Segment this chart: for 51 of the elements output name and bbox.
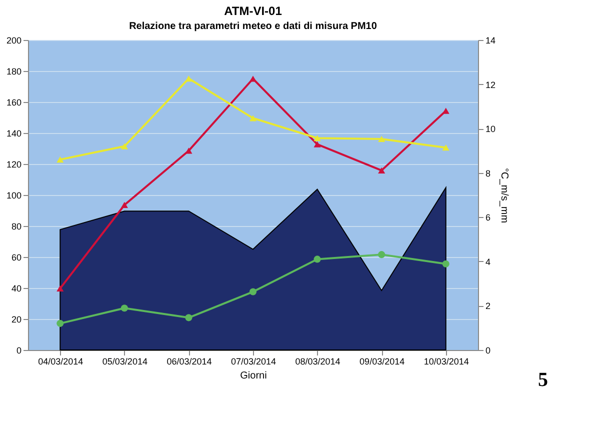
chart-title: ATM-VI-01 [224,4,282,18]
point [442,260,450,268]
x-tick-label: 09/03/2014 [360,356,405,366]
x-tick-label: 05/03/2014 [102,356,148,366]
x-tick-label: 04/03/2014 [38,356,84,366]
y-tick-label: 80 [11,222,22,232]
point [314,135,321,142]
y-tick-label: 100 [6,190,22,200]
point [185,75,192,82]
point [249,115,257,122]
y-tick-label: 60 [11,252,22,262]
y-tick-label: 40 [11,284,22,294]
point [120,143,128,150]
point [185,314,192,322]
y-tick-label: 140 [6,128,22,138]
text: 5 [538,369,548,391]
point [378,167,386,174]
y2-axis-title: °C_m/s_mm [498,168,510,224]
y2-tick-label: 2 [486,301,491,312]
y2-tick-label: 12 [486,80,496,90]
point [314,141,321,148]
y-tick-label: 20 [11,314,22,324]
x-axis-title: Giorni [240,370,267,382]
y2-tick-label: 14 [486,36,496,46]
y2-tick-label: 6 [486,212,491,223]
point [56,285,64,292]
point [185,148,192,154]
chart-subtitle: Relazione tra parametri meteo e dati di misura PM10 [129,21,378,32]
y-tick-label: 160 [6,98,22,108]
y-tick-label: 180 [6,66,22,76]
y-tick-label: 120 [6,160,22,170]
point [249,288,257,296]
x-tick-label: 08/03/2014 [295,356,340,366]
point [442,144,450,151]
y-tick-label: 200 [6,36,22,46]
point [249,76,257,82]
point [56,320,64,327]
point [56,156,64,163]
point [378,136,386,142]
y2-tick-label: 10 [486,124,496,134]
y2-tick-label: 0 [486,346,491,356]
point [378,251,386,258]
x-tick-label: 10/03/2014 [424,356,469,366]
x-tick-label: 07/03/2014 [230,356,276,366]
x-tick-label: 06/03/2014 [166,356,212,366]
y2-tick-label: 4 [486,256,491,267]
point [120,202,128,208]
point [120,304,128,312]
y2-tick-label: 8 [486,168,491,178]
point [314,256,321,263]
y-tick-label: 0 [16,346,22,356]
